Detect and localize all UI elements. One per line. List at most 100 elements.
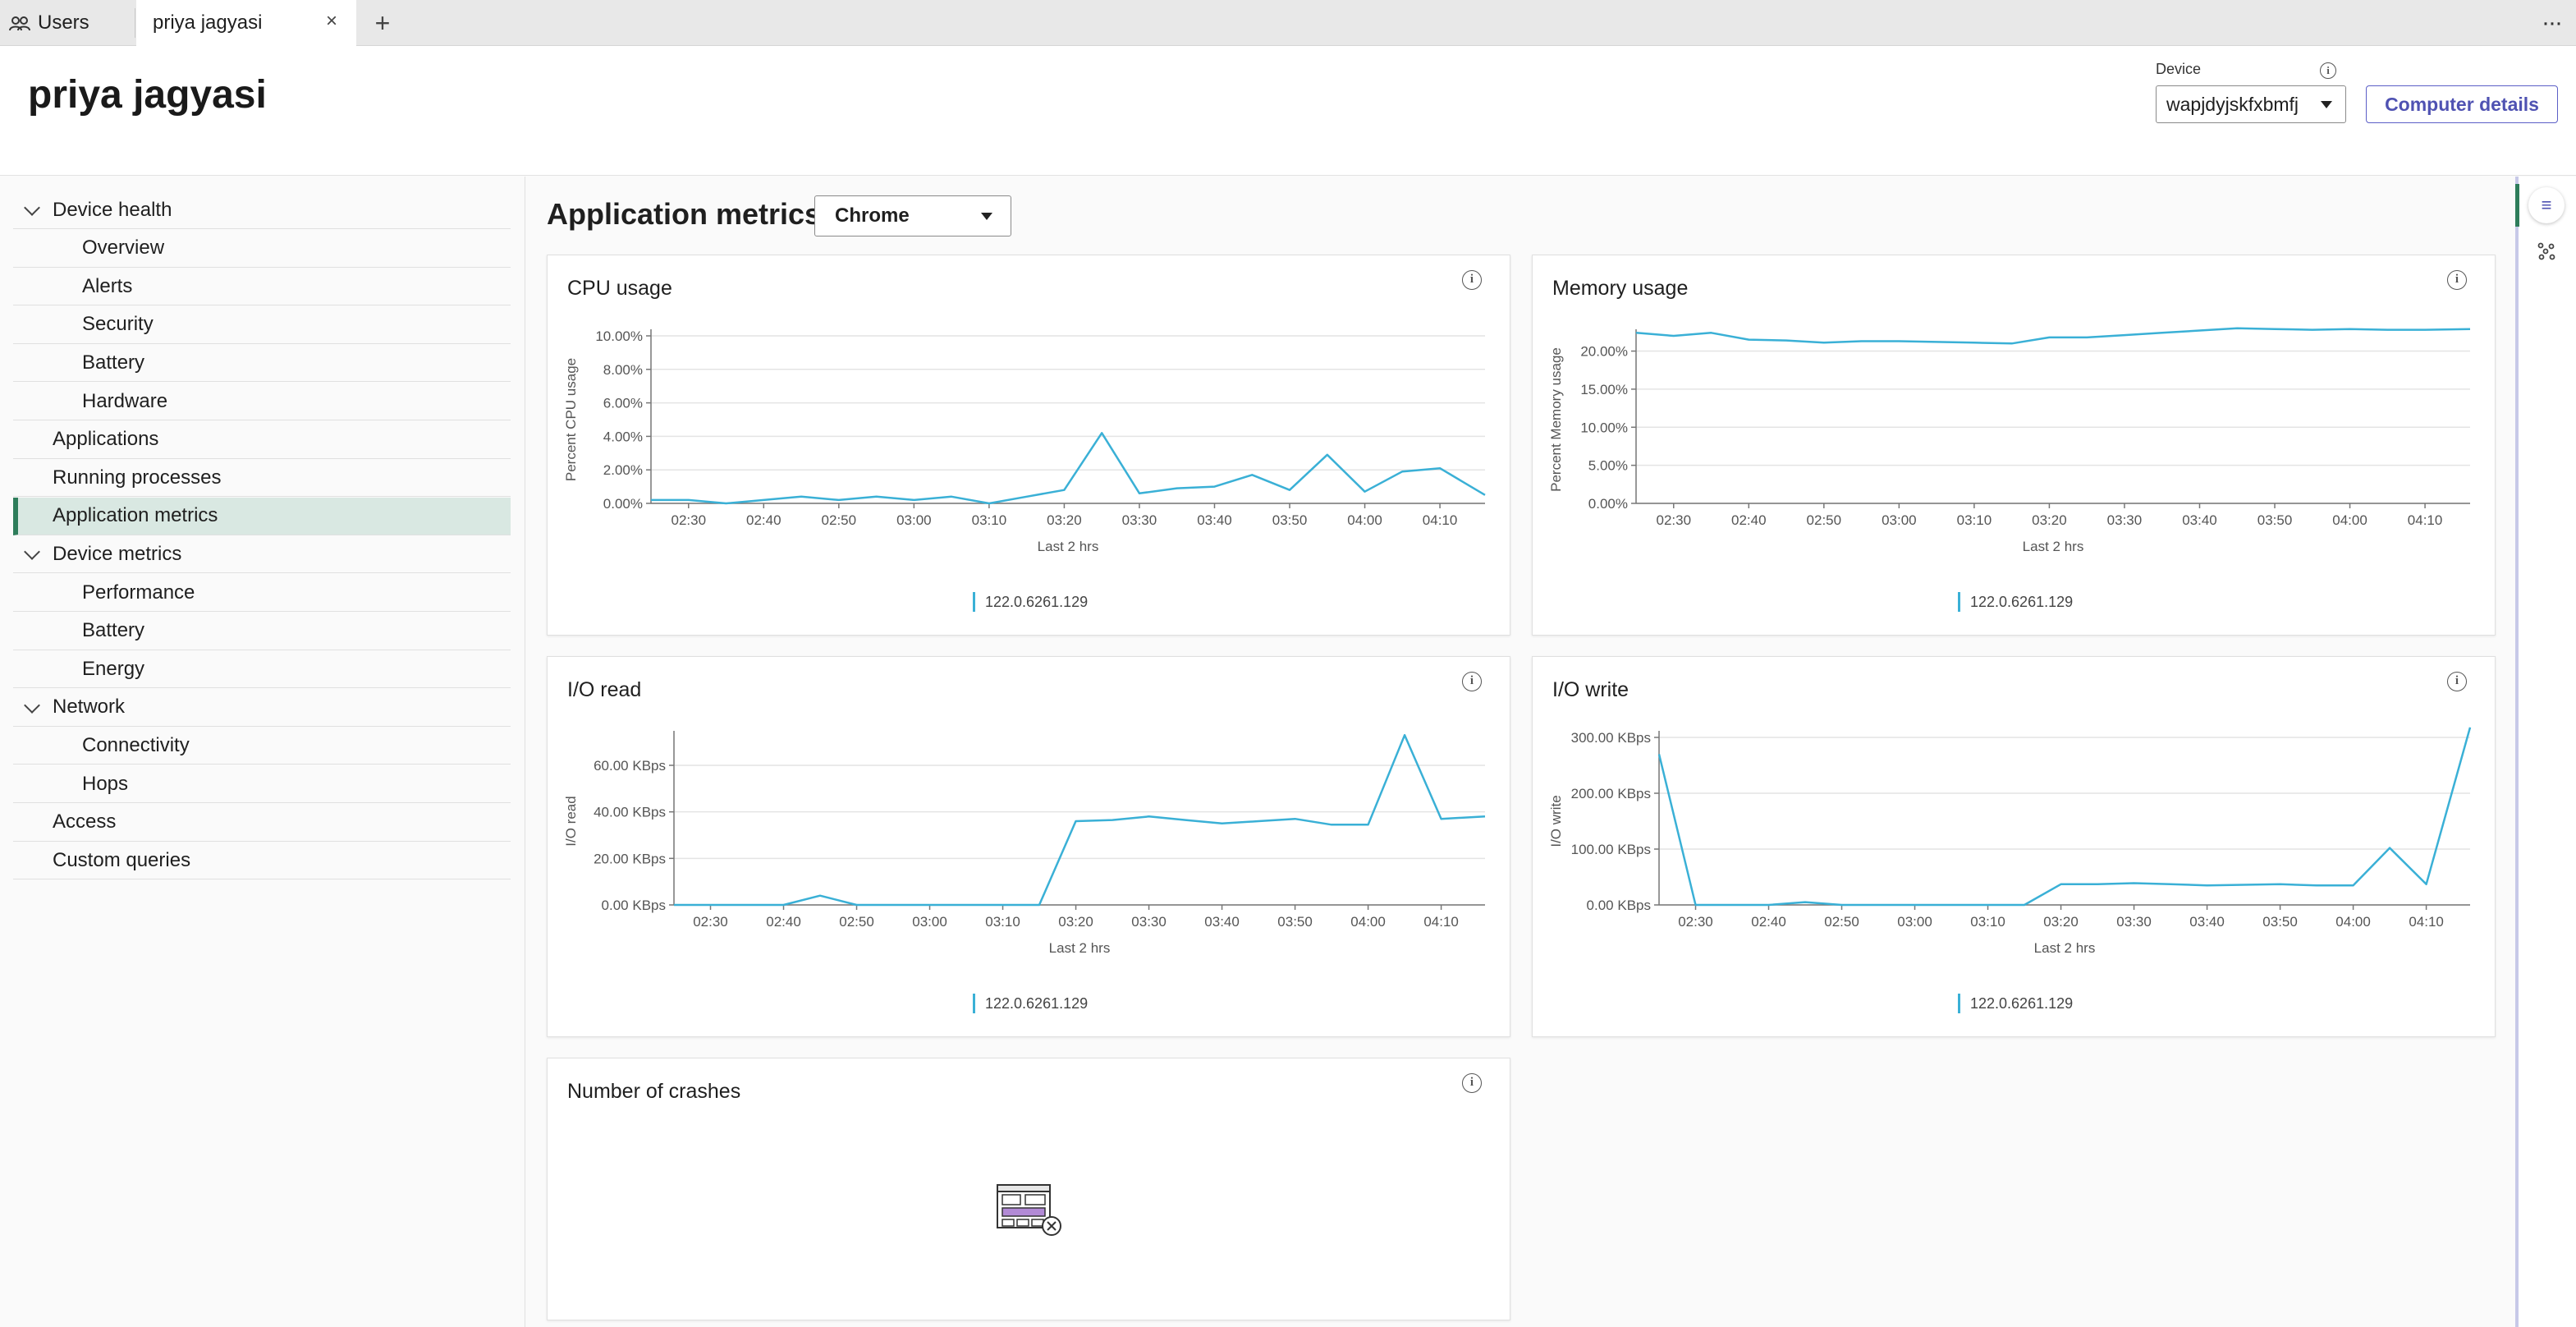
info-icon[interactable]: i	[2447, 270, 2467, 290]
info-icon[interactable]: i	[1462, 672, 1482, 691]
caret-down-icon	[981, 213, 992, 220]
tab-users-label: Users	[38, 11, 89, 34]
sidebar-item-battery[interactable]: Battery	[13, 344, 511, 383]
sidebar-item-security[interactable]: Security	[13, 306, 511, 344]
sidebar-item-battery[interactable]: Battery	[13, 613, 511, 650]
y-tick-label: 4.00%	[603, 429, 643, 444]
sidebar-item-label: Battery	[82, 351, 145, 374]
sidebar-item-connectivity[interactable]: Connectivity	[13, 727, 511, 765]
users-icon	[9, 16, 30, 31]
x-tick-label: 04:10	[2409, 914, 2444, 930]
sidebar-item-label: Hops	[82, 772, 129, 795]
right-rail-border	[2515, 177, 2519, 1327]
cpu-usage-chart: 0.00% 2.00% 4.00% 6.00% 8.00% 10.00% 02:30 02:4…	[563, 328, 1486, 554]
y-tick-label: 0.00 KBps	[1587, 898, 1651, 913]
application-select-value: Chrome	[835, 204, 910, 227]
x-tick-label: 02:30	[1678, 914, 1713, 930]
series-line	[1635, 327, 2471, 345]
x-tick-label: 03:40	[1204, 914, 1240, 930]
sidebar-item-label: Alerts	[82, 274, 133, 297]
chart-legend: 122.0.6261.129	[1958, 592, 2073, 612]
legend-label: 122.0.6261.129	[1970, 994, 2074, 1012]
more-options-icon[interactable]: ···	[2542, 9, 2563, 36]
x-tick-label: 03:00	[1897, 914, 1932, 930]
x-tick-label: 03:50	[2257, 512, 2293, 528]
chevron-down-icon[interactable]	[24, 544, 40, 561]
tab-user-profile[interactable]: priya jagyasi ×	[136, 0, 356, 46]
info-icon[interactable]: i	[2447, 672, 2467, 691]
chart-legend: 122.0.6261.129	[1958, 994, 2073, 1013]
x-tick-label: 03:30	[1131, 914, 1167, 930]
info-icon[interactable]: i	[1462, 1073, 1482, 1093]
x-tick-label: 03:30	[1122, 512, 1157, 528]
sidebar-item-label: Security	[82, 313, 154, 336]
io-read-chart: 0.00 KBps 20.00 KBps 40.00 KBps 60.00 KBps 0…	[563, 731, 1486, 956]
sidebar-item-application-metrics[interactable]: Application metrics	[13, 497, 511, 535]
x-tick-label: 03:20	[2043, 914, 2079, 930]
sidebar-item-device-metrics[interactable]: Device metrics	[13, 535, 511, 574]
y-tick-label: 6.00%	[603, 396, 643, 411]
x-tick-label: 03:00	[896, 512, 932, 528]
tab-users[interactable]: Users	[0, 0, 135, 46]
card-title: Number of crashes	[567, 1080, 741, 1103]
sidebar-item-device-health[interactable]: Device health	[13, 191, 511, 229]
section-title: Application metrics	[547, 197, 822, 231]
x-tick-label: 03:30	[2116, 914, 2152, 930]
x-tick-label: 03:50	[2262, 914, 2298, 930]
sidebar-item-label: Battery	[82, 619, 145, 642]
sidebar-item-custom-queries[interactable]: Custom queries	[13, 842, 511, 880]
x-tick-label: 03:20	[1058, 914, 1093, 930]
add-tab-button[interactable]: +	[374, 7, 391, 38]
sidebar-item-overview[interactable]: Overview	[13, 230, 511, 268]
application-select[interactable]: Chrome	[814, 195, 1011, 236]
sidebar-item-network[interactable]: Network	[13, 689, 511, 727]
y-axis-label: Percent CPU usage	[563, 358, 579, 481]
x-tick-label: 04:00	[1347, 512, 1382, 528]
memory-usage-chart: 0.00% 5.00% 10.00% 15.00% 20.00% 02:30 02:40 02…	[1548, 327, 2471, 554]
x-tick-label: 04:10	[2408, 512, 2443, 528]
sidebar-item-label: Access	[53, 810, 117, 833]
device-info-icon[interactable]: i	[2320, 62, 2336, 79]
device-select-value: wapjdyjskfxbmfj	[2166, 93, 2299, 115]
y-tick-label: 100.00 KBps	[1571, 842, 1651, 857]
card-title: I/O read	[567, 678, 642, 701]
sidebar-item-label: Application metrics	[53, 504, 218, 527]
y-tick-label: 20.00%	[1580, 344, 1628, 360]
x-tick-label: 03:10	[985, 914, 1020, 930]
sidebar-item-label: Overview	[82, 236, 165, 259]
chevron-down-icon[interactable]	[24, 696, 40, 714]
x-tick-label: 03:50	[1272, 512, 1308, 528]
info-icon[interactable]: i	[1462, 270, 1482, 290]
list-view-icon[interactable]: ≡	[2528, 187, 2565, 223]
y-tick-label: 15.00%	[1580, 382, 1628, 397]
y-tick-label: 10.00%	[1580, 420, 1628, 435]
sidebar-item-running-processes[interactable]: Running processes	[13, 459, 511, 498]
series-line	[651, 432, 1486, 505]
x-tick-label: 03:40	[2182, 512, 2217, 528]
computer-details-button[interactable]: Computer details	[2366, 85, 2558, 123]
io-write-card: I/O write i 0.00 KBps 100.00 KBps 200.00 K…	[1532, 656, 2496, 1037]
x-tick-label: 04:00	[2335, 914, 2371, 930]
sidebar-item-alerts[interactable]: Alerts	[13, 268, 511, 306]
x-tick-label: 02:30	[1656, 512, 1691, 528]
sidebar-item-applications[interactable]: Applications	[13, 421, 511, 459]
y-tick-label: 2.00%	[603, 462, 643, 478]
x-axis-label: Last 2 hrs	[1038, 539, 1099, 554]
sidebar-item-hops[interactable]: Hops	[13, 765, 511, 803]
x-tick-label: 02:40	[766, 914, 801, 930]
device-select[interactable]: wapjdyjskfxbmfj	[2156, 85, 2346, 123]
close-tab-icon[interactable]: ×	[325, 10, 337, 32]
sidebar-item-performance[interactable]: Performance	[13, 574, 511, 612]
x-tick-label: 03:20	[1047, 512, 1082, 528]
scatter-icon[interactable]	[2535, 240, 2558, 263]
crashes-card: Number of crashes i	[547, 1058, 1510, 1320]
sidebar-item-access[interactable]: Access	[13, 804, 511, 842]
io-write-chart: 0.00 KBps 100.00 KBps 200.00 KBps 300.00 KB…	[1548, 727, 2472, 956]
device-label: Device	[2156, 61, 2202, 77]
page-header: priya jagyasi Device i wapjdyjskfxbmfj C…	[0, 46, 2576, 176]
legend-label: 122.0.6261.129	[985, 994, 1089, 1012]
sidebar-item-energy[interactable]: Energy	[13, 650, 511, 689]
y-tick-label: 5.00%	[1588, 458, 1628, 474]
sidebar-item-hardware[interactable]: Hardware	[13, 383, 511, 420]
chevron-down-icon[interactable]	[24, 200, 40, 216]
